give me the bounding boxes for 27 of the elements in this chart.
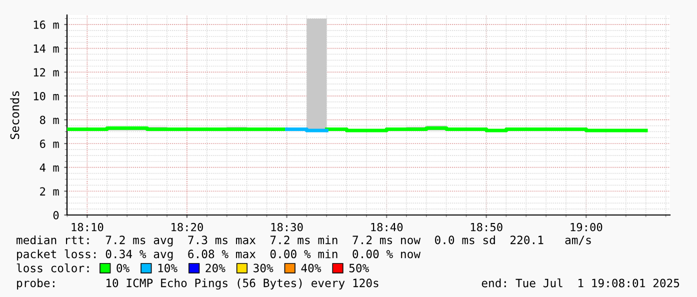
- y-tick-label: 14 m: [34, 44, 59, 53]
- y-tick-label: 16 m: [34, 20, 59, 29]
- y-axis-title: Seconds: [10, 91, 20, 140]
- y-tick-label: 0: [53, 211, 59, 220]
- legend-label: 30%: [254, 264, 274, 272]
- text: end: Tue Jul 1 19:08:01 2025: [482, 278, 680, 288]
- x-tick-label: 18:10: [72, 222, 104, 232]
- x-tick-label: 18:50: [470, 222, 502, 232]
- legend-label: 0%: [116, 264, 130, 272]
- y-tick-label: 6 m: [40, 140, 59, 148]
- y-tick-label: 10 m: [34, 92, 59, 100]
- text: probe: 10 ICMP Echo Pings (56 Bytes) every 120s: [17, 278, 378, 290]
- legend-title: loss color:: [16, 263, 89, 272]
- x-tick-label: 18:20: [172, 222, 203, 232]
- text: packet loss: 0.34 % avg 6.08 % max 0.00 % min 0.00 % now: [17, 249, 421, 261]
- legend-label: 20%: [206, 264, 226, 272]
- legend-label: 40%: [301, 264, 322, 272]
- y-tick-label: 2 m: [40, 187, 59, 196]
- x-tick-label: 19:00: [570, 222, 602, 232]
- y-tick-label: 8 m: [40, 116, 59, 124]
- y-tick-label: 4 m: [40, 164, 59, 172]
- x-tick-label: 18:30: [271, 222, 303, 232]
- x-tick-label: 18:40: [371, 222, 403, 232]
- legend-label: 50%: [349, 264, 369, 272]
- legend-label: 10%: [158, 264, 178, 272]
- y-tick-label: 12 m: [34, 68, 59, 76]
- text: median rtt: 7.2 ms avg 7.3 ms max 7.2 ms min 7.2 ms now 0.0 ms sd 220.1 am/s: [16, 235, 591, 247]
